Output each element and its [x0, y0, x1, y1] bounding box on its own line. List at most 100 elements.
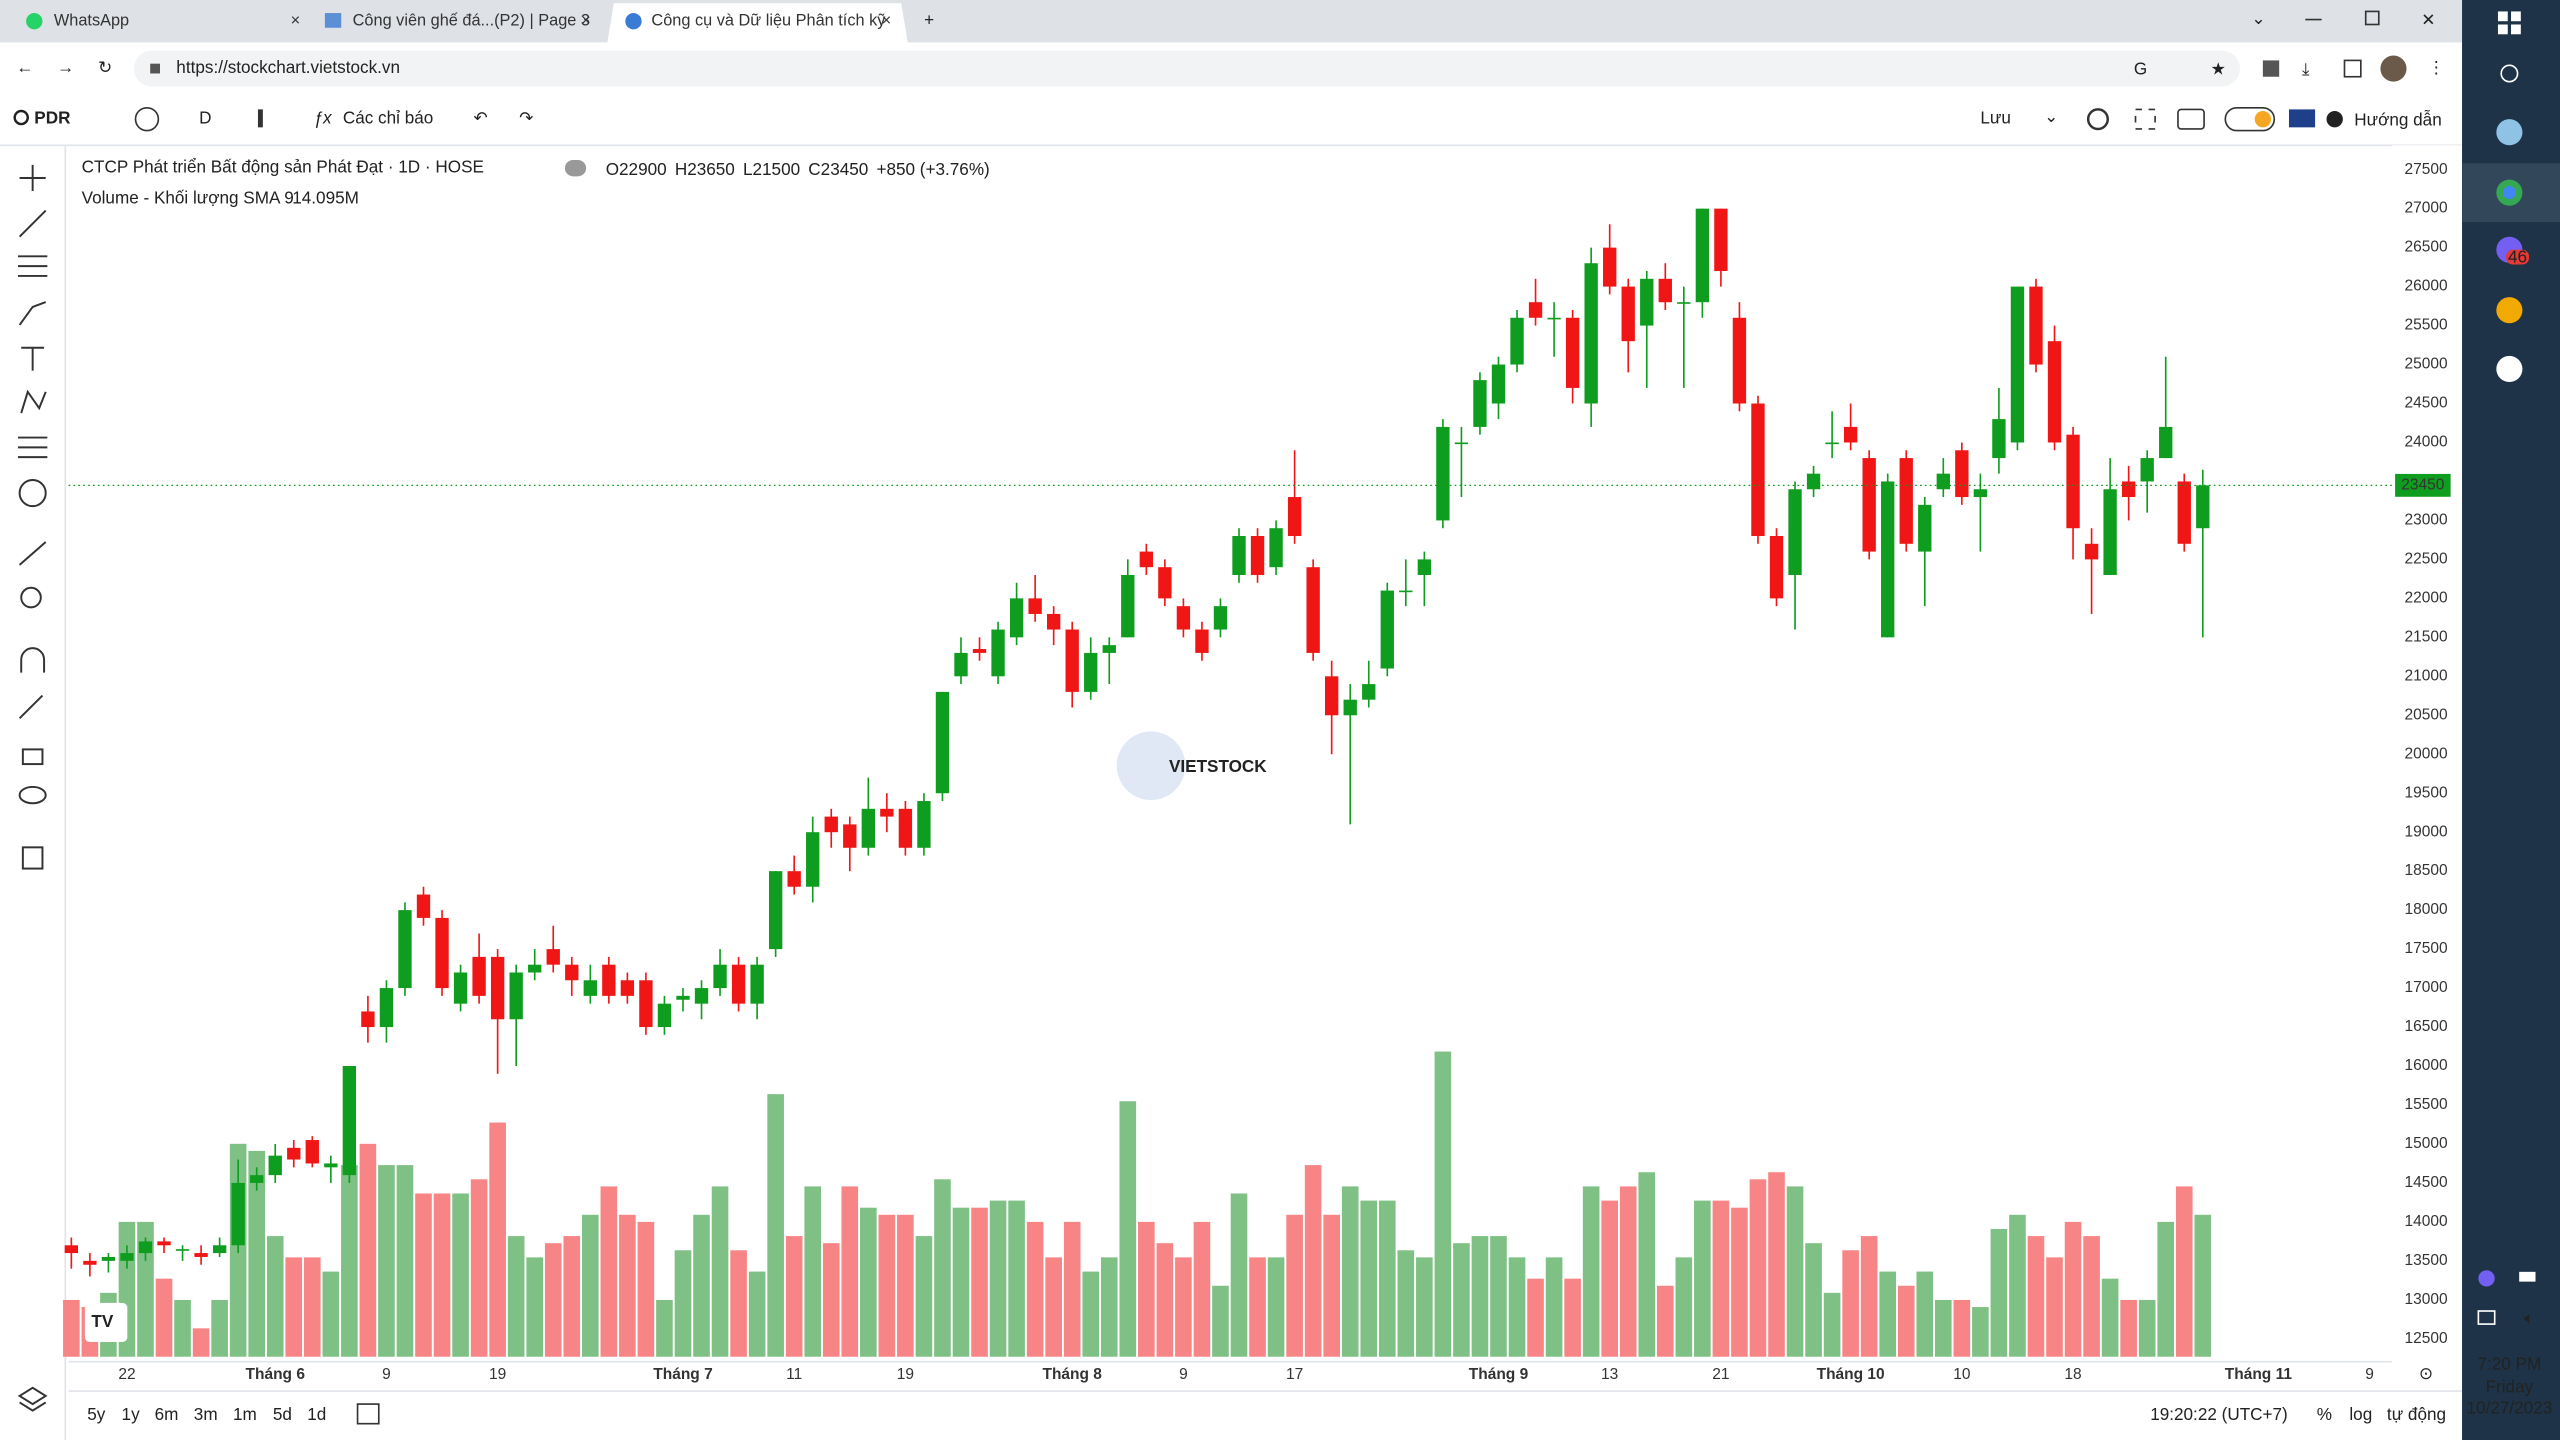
downloads[interactable]: ⤓: [2302, 59, 2310, 79]
save-menu[interactable]: ⌄: [2044, 106, 2058, 126]
settings[interactable]: [2086, 108, 2109, 131]
search[interactable]: [2500, 64, 2519, 83]
range-button[interactable]: 1y: [122, 1404, 141, 1424]
google-icon[interactable]: G: [2134, 59, 2147, 79]
icon-tool[interactable]: [18, 479, 47, 508]
menu[interactable]: ⋮: [2428, 57, 2445, 77]
trendline-tool[interactable]: [18, 209, 47, 238]
tab[interactable]: [16, 3, 307, 40]
tray-viber[interactable]: [2478, 1270, 2495, 1287]
volume-bar: [971, 1207, 988, 1357]
volume-bar: [563, 1236, 581, 1357]
y-tick-label: 16500: [2405, 1018, 2448, 1035]
candle-body: [528, 964, 542, 973]
volume-bar: [767, 1094, 784, 1357]
tab-close[interactable]: ×: [882, 12, 892, 30]
maximize[interactable]: [2364, 10, 2380, 26]
text-tool[interactable]: [21, 346, 45, 371]
range-button[interactable]: 1m: [233, 1404, 257, 1424]
measure-tool[interactable]: [18, 541, 47, 566]
extensions[interactable]: [2262, 60, 2280, 77]
profile[interactable]: [2380, 55, 2407, 82]
volume-bar: [582, 1214, 599, 1357]
volume-bar: [1731, 1207, 1748, 1357]
lock-draw-tool[interactable]: [18, 694, 44, 720]
candle-body: [1454, 442, 1469, 445]
tab-close[interactable]: ×: [291, 12, 301, 30]
new-tab[interactable]: +: [924, 10, 934, 30]
range-button[interactable]: 1d: [307, 1404, 326, 1424]
undo[interactable]: ↶: [473, 108, 487, 128]
omnibox[interactable]: [133, 50, 2241, 87]
language-flag[interactable]: [2288, 109, 2316, 128]
tab-search[interactable]: ⌄: [2251, 8, 2265, 28]
screenshot[interactable]: [2177, 108, 2205, 130]
tab[interactable]: [316, 3, 595, 40]
fib-tool[interactable]: [17, 255, 48, 277]
magnet-tool[interactable]: [20, 647, 46, 673]
candle-body: [1176, 606, 1191, 630]
save[interactable]: Lưu: [1980, 108, 2011, 128]
interval[interactable]: D: [199, 108, 211, 128]
bookmark-star[interactable]: ★: [2211, 59, 2226, 79]
percent-toggle[interactable]: %: [2317, 1404, 2332, 1424]
legend-toggle[interactable]: [564, 160, 587, 177]
candle-body: [324, 1163, 338, 1168]
active-tab[interactable]: [607, 3, 908, 43]
lock-tool[interactable]: [21, 748, 44, 766]
hide-tool[interactable]: [18, 785, 47, 805]
tray-volume[interactable]: 🔈︎: [2524, 1308, 2534, 1328]
auto-toggle[interactable]: tự động: [2387, 1404, 2446, 1424]
zoom-tool[interactable]: [20, 586, 42, 609]
volume-bar: [174, 1299, 191, 1357]
forward[interactable]: →: [57, 57, 74, 77]
range-button[interactable]: 5d: [273, 1404, 292, 1424]
tab-close[interactable]: ×: [581, 12, 591, 30]
volume-bar: [1916, 1271, 1934, 1357]
volume-bar: [2064, 1221, 2082, 1357]
candle-body: [824, 816, 838, 833]
candle-body: [2177, 481, 2191, 544]
candle-body: [2121, 481, 2136, 498]
volume-bar: [656, 1299, 673, 1357]
reload[interactable]: ↻: [98, 57, 112, 77]
volume-bar: [1397, 1250, 1415, 1357]
y-tick-label: 19000: [2405, 823, 2448, 840]
volume-bar: [1582, 1186, 1600, 1357]
app-unikey[interactable]: [2496, 297, 2523, 324]
prediction-tool[interactable]: [17, 436, 48, 459]
start-button[interactable]: [2497, 11, 2508, 22]
side-panel[interactable]: [2343, 59, 2362, 78]
range-button[interactable]: 5y: [87, 1404, 106, 1424]
axis-settings[interactable]: ⊙: [2419, 1363, 2433, 1383]
chart-style[interactable]: [257, 109, 263, 128]
compare[interactable]: [134, 106, 160, 132]
tray-battery[interactable]: [2519, 1271, 2536, 1282]
volume-bar: [1842, 1250, 1859, 1357]
guide[interactable]: Hướng dẫn: [2354, 109, 2441, 129]
symbol[interactable]: PDR: [34, 108, 71, 128]
brush-tool[interactable]: [18, 301, 47, 326]
volume-bar: [63, 1299, 80, 1357]
app-paint[interactable]: [2496, 119, 2523, 146]
tray-network[interactable]: [2477, 1310, 2496, 1325]
range-button[interactable]: 6m: [155, 1404, 179, 1424]
log-toggle[interactable]: log: [2349, 1404, 2372, 1424]
close-window[interactable]: ✕: [2421, 10, 2435, 30]
y-tick-label: 22500: [2405, 550, 2448, 567]
delete-tool[interactable]: [21, 846, 44, 870]
layers[interactable]: [17, 1386, 48, 1412]
date-range-icon[interactable]: [356, 1403, 380, 1425]
fullscreen[interactable]: [2134, 108, 2156, 130]
app-other[interactable]: [2496, 355, 2523, 383]
redo[interactable]: ↷: [519, 108, 533, 128]
back[interactable]: ←: [16, 57, 33, 77]
crosshair-tool[interactable]: [19, 164, 46, 192]
volume-bar: [1082, 1271, 1100, 1357]
volume-bar: [1471, 1236, 1489, 1357]
indicators[interactable]: Các chỉ báo: [343, 108, 433, 128]
range-button[interactable]: 3m: [194, 1404, 218, 1424]
candle-body: [1269, 528, 1283, 568]
x-tick-label: 17: [1286, 1366, 1303, 1383]
pattern-tool[interactable]: [20, 389, 47, 414]
